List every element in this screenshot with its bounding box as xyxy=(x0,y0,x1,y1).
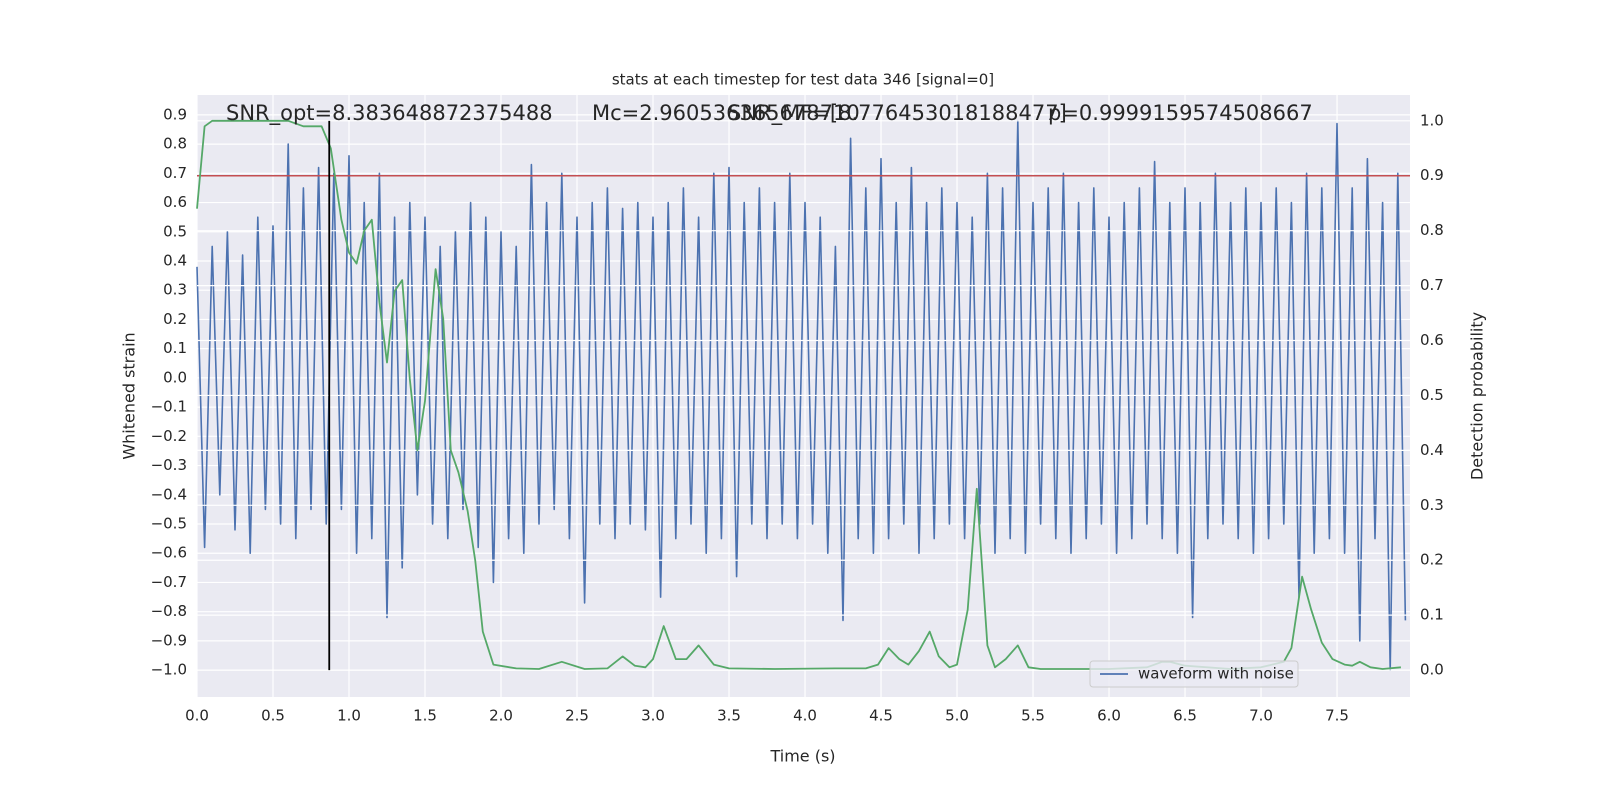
y2-tick-label: 1.0 xyxy=(1420,111,1444,129)
y-tick-label: 0.4 xyxy=(163,251,187,269)
y-tick-label: 0.8 xyxy=(163,135,187,153)
annotation: Mc=2.960536365678710 xyxy=(592,101,860,125)
x-tick-label: 4.0 xyxy=(793,707,817,725)
x-tick-label: 7.5 xyxy=(1325,707,1349,725)
annotation: p=0.9999159574508667 xyxy=(1048,101,1313,125)
y2-tick-label: 0.7 xyxy=(1420,276,1444,294)
legend-label: waveform with noise xyxy=(1138,665,1294,683)
x-tick-label: 0.0 xyxy=(185,707,209,725)
x-axis-label: Time (s) xyxy=(769,747,835,766)
series-line xyxy=(196,119,1407,671)
annotation: SNR_opt=8.383648872375488 xyxy=(226,101,553,126)
y-tick-label: 0.3 xyxy=(163,281,187,299)
y-tick-label: 0.5 xyxy=(163,222,187,240)
x-tick-label: 5.0 xyxy=(945,707,969,725)
y2-tick-label: 0.3 xyxy=(1420,496,1444,514)
y-tick-label: 0.7 xyxy=(163,164,187,182)
y-tick-label: −0.7 xyxy=(151,573,187,591)
y-tick-label: −0.2 xyxy=(151,427,187,445)
x-tick-label: 3.0 xyxy=(641,707,665,725)
legend-box xyxy=(1089,660,1299,688)
x-tick-label: 3.5 xyxy=(717,707,741,725)
y2-tick-label: 0.2 xyxy=(1420,551,1444,569)
x-tick-label: 2.0 xyxy=(489,707,513,725)
y-tick-label: −1.0 xyxy=(151,661,187,679)
x-tick-label: 6.0 xyxy=(1097,707,1121,725)
y-tick-label: 0.6 xyxy=(163,193,187,211)
y-tick-label: −0.8 xyxy=(151,602,187,620)
y2-tick-label: 0.6 xyxy=(1420,331,1444,349)
y2-tick-label: 0.1 xyxy=(1420,606,1444,624)
y-axis-label: Whitened strain xyxy=(120,332,139,459)
x-tick-label: 1.5 xyxy=(413,707,437,725)
y2-tick-label: 0.9 xyxy=(1420,166,1444,184)
x-tick-label: 7.0 xyxy=(1249,707,1273,725)
y-tick-label: 0.0 xyxy=(163,368,187,386)
x-tick-label: 6.5 xyxy=(1173,707,1197,725)
y-tick-label: 0.9 xyxy=(163,105,187,123)
y-tick-label: −0.1 xyxy=(151,398,187,416)
y2-tick-label: 0.0 xyxy=(1420,661,1444,679)
annotation: SNR_MF=[8.776453018188477] xyxy=(728,101,1067,126)
y2-tick-label: 0.5 xyxy=(1420,386,1444,404)
y-tick-label: −0.3 xyxy=(151,456,187,474)
x-tick-label: 4.5 xyxy=(869,707,893,725)
x-tick-label: 1.0 xyxy=(337,707,361,725)
y-tick-label: 0.1 xyxy=(163,339,187,357)
y2-axis-label: Detection probability xyxy=(1468,312,1487,480)
x-tick-label: 0.5 xyxy=(261,707,285,725)
x-tick-label: 2.5 xyxy=(565,707,589,725)
y-tick-label: −0.4 xyxy=(151,485,187,503)
y-tick-label: −0.6 xyxy=(151,544,187,562)
chart-title: stats at each timestep for test data 346… xyxy=(612,71,994,89)
x-tick-label: 5.5 xyxy=(1021,707,1045,725)
y-tick-label: −0.5 xyxy=(151,514,187,532)
y2-tick-label: 0.4 xyxy=(1420,441,1444,459)
y-tick-label: −0.9 xyxy=(151,631,187,649)
y2-tick-label: 0.8 xyxy=(1420,221,1444,239)
y-tick-label: 0.2 xyxy=(163,310,187,328)
